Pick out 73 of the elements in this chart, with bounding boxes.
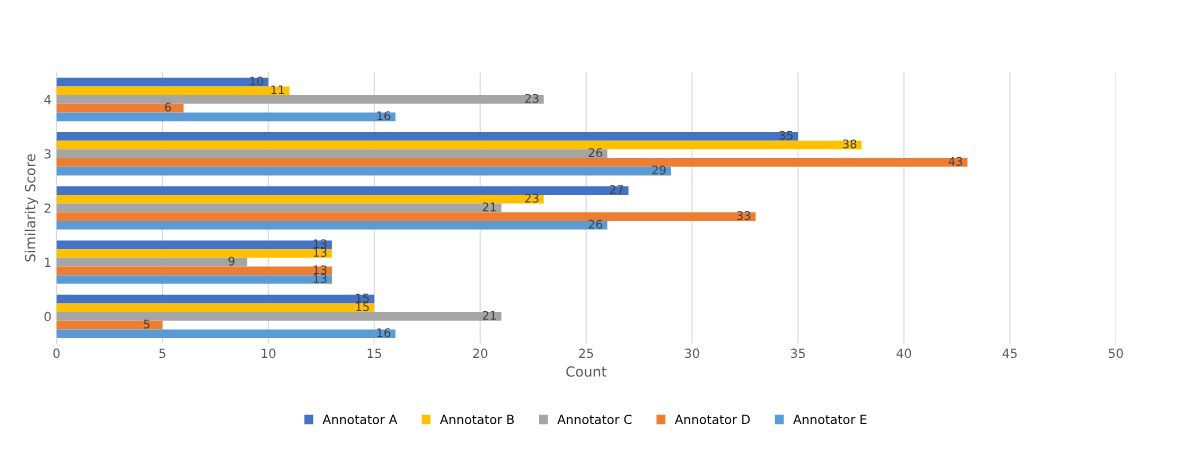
data-label: 23 [525,93,539,103]
bar [56,203,502,213]
bar [56,77,269,87]
data-label: 26 [588,148,603,158]
x-tick-label: 25 [579,348,594,359]
bar [56,194,544,204]
data-label: 16 [377,111,391,121]
bar [56,158,968,167]
data-label: 15 [356,302,369,312]
y-tick-label: 3 [44,149,51,159]
bar [56,220,608,230]
y-tick-label: 1 [45,257,51,267]
x-tick-label: 40 [896,348,912,359]
bar [56,149,608,159]
x-tick-label: 15 [367,348,382,359]
bar [56,95,544,104]
data-label: 9 [228,256,235,266]
bar [56,249,332,258]
bar [56,312,502,321]
bar [56,257,248,267]
bar [56,303,375,313]
legend-label: Annotator A [322,414,398,425]
legend-label: Annotator D [674,414,750,425]
data-label: 13 [313,265,327,275]
x-tick-label: 50 [1108,348,1123,359]
data-label: 26 [588,219,603,229]
bar [56,186,629,195]
legend-label: Annotator E [793,414,867,425]
data-label: 10 [250,76,264,86]
data-label: 21 [482,310,496,320]
data-label: 33 [737,211,751,221]
data-label: 15 [356,293,369,303]
data-label: 38 [843,139,857,149]
bar [56,294,375,304]
data-label: 13 [313,274,327,283]
data-label: 16 [377,328,391,338]
data-label: 11 [271,85,285,95]
data-label: 13 [313,247,327,257]
x-tick-label: 35 [791,348,805,359]
x-tick-label: 10 [261,348,276,359]
data-label: 43 [948,156,963,166]
data-label: 13 [313,239,327,249]
legend-label: Annotator C [557,414,632,425]
legend-label: Annotator B [439,414,514,425]
x-tick-label: 0 [53,348,60,359]
bar [56,112,396,122]
bar [56,212,756,221]
bar [56,103,184,113]
data-label: 5 [143,319,150,329]
data-label: 29 [652,165,666,175]
data-label: 35 [779,130,793,140]
bar [56,266,332,276]
x-tick-label: 30 [685,348,700,359]
y-tick-label: 2 [44,203,51,213]
data-label: 21 [482,202,496,212]
data-label: 23 [525,193,539,203]
bar [56,140,862,150]
bar [56,131,799,141]
data-label: 27 [609,185,624,194]
bar [56,275,332,284]
bar [56,86,290,96]
data-label: 6 [164,102,171,112]
bar [56,329,396,339]
y-tick-label: 4 [44,95,51,105]
bar [56,240,332,250]
y-tick-label: 0 [44,311,51,322]
bar [56,166,671,176]
x-tick-label: 45 [1002,348,1017,359]
x-tick-label: 20 [473,348,488,359]
bar [56,320,163,330]
x-axis-title: Count [566,366,607,377]
x-tick-label: 5 [159,348,166,359]
y-axis-title: Similarity Score [24,154,39,262]
